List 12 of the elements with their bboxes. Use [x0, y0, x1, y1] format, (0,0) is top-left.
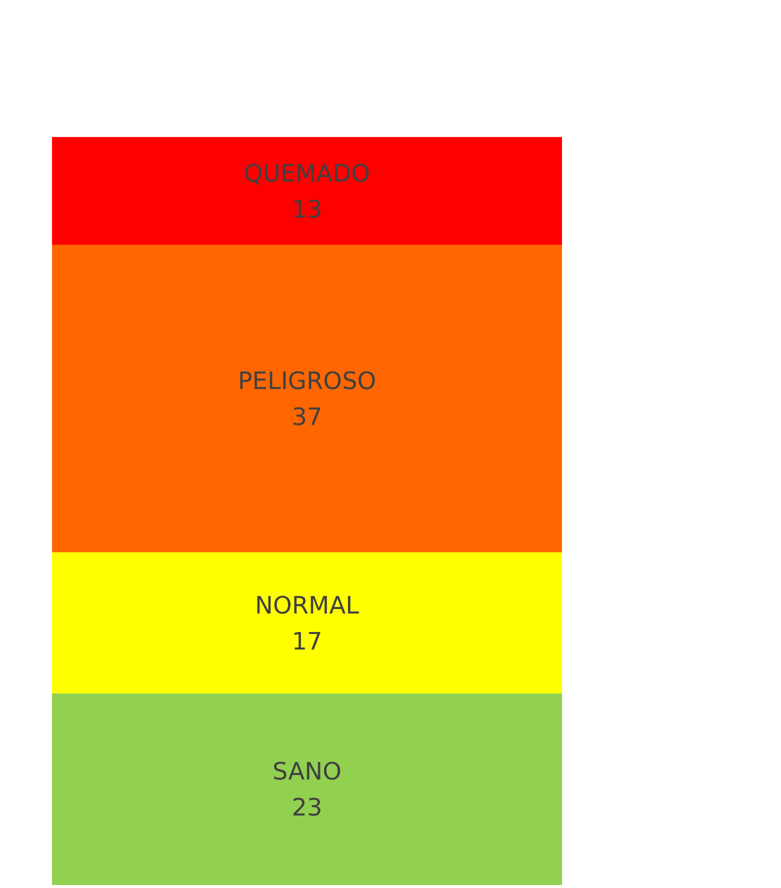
data-label: 23 — [292, 794, 322, 822]
data-label: 13 — [292, 195, 322, 224]
bar — [52, 552, 562, 694]
data-label: 17 — [292, 627, 322, 656]
series-label: NORMAL — [254, 591, 360, 620]
bar — [52, 137, 562, 246]
bar — [52, 244, 562, 553]
data-label: 37 — [292, 403, 322, 432]
series-label: QUEMADO — [244, 159, 370, 188]
series-label: SANO — [272, 758, 342, 786]
bar — [52, 694, 562, 885]
series-label: PELIGROSO — [238, 367, 376, 396]
